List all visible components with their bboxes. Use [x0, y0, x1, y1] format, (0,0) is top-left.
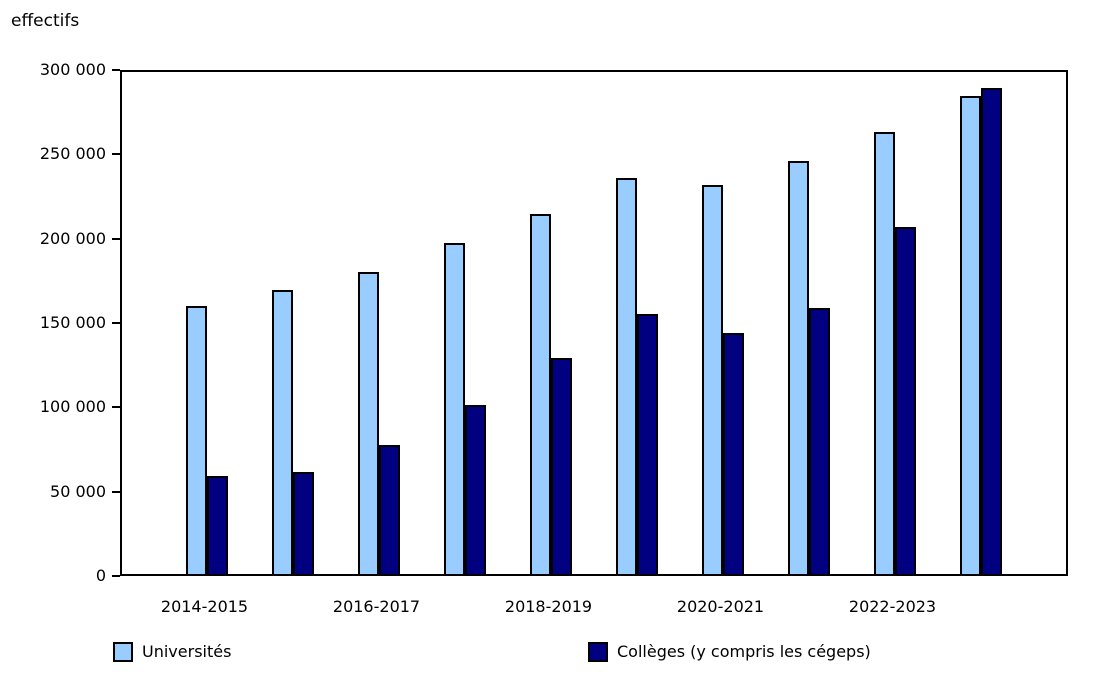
bar-universites-2014-2015	[185, 306, 207, 574]
bar-colleges-y-compris-les-cegeps-2020-2021	[722, 333, 744, 574]
bar-universites-2015-2016	[271, 290, 293, 574]
bar-universites-2017-2018	[443, 243, 465, 574]
bar-colleges-y-compris-les-cegeps-2022-2023	[894, 227, 916, 574]
bar-colleges-y-compris-les-cegeps-2015-2016	[292, 472, 314, 574]
bar-universites-2020-2021	[701, 185, 723, 574]
bar-colleges-y-compris-les-cegeps-2023-2024	[980, 88, 1002, 574]
y-axis-tick-label: 250 000	[39, 144, 106, 164]
x-axis-label-2016-2017: 2016-2017	[332, 597, 421, 616]
plot-area	[120, 70, 1068, 576]
bar-colleges-y-compris-les-cegeps-2017-2018	[464, 405, 486, 574]
y-axis-tick	[112, 69, 120, 71]
x-axis-label-2018-2019: 2018-2019	[504, 597, 593, 616]
y-axis-tick-label: 0	[95, 566, 106, 585]
bar-universites-2023-2024	[959, 96, 981, 574]
y-axis-tick-label: 300 000	[39, 60, 106, 79]
bar-colleges-y-compris-les-cegeps-2019-2020	[636, 314, 658, 574]
bar-colleges-y-compris-les-cegeps-2016-2017	[378, 445, 400, 574]
y-axis-title: effectifs	[11, 11, 80, 31]
y-axis-tick	[112, 237, 120, 240]
legend-label-colleges: Collèges (y compris les cégeps)	[617, 642, 871, 661]
y-axis-tick-label: 200 000	[39, 228, 106, 248]
y-axis-tick-label: 150 000	[39, 313, 106, 332]
legend-item-universites: Universités	[113, 641, 231, 663]
x-axis-label-2022-2023: 2022-2023	[848, 597, 937, 616]
legend-swatch-colleges	[588, 642, 608, 662]
bar-universites-2022-2023	[873, 132, 895, 574]
bar-colleges-y-compris-les-cegeps-2018-2019	[550, 358, 572, 574]
bar-universites-2016-2017	[357, 272, 379, 574]
y-axis-tick	[112, 322, 120, 324]
legend-item-colleges: Collèges (y compris les cégeps)	[588, 641, 871, 663]
y-axis-tick-label: 100 000	[39, 397, 106, 417]
legend-swatch-universites	[113, 642, 133, 662]
bar-colleges-y-compris-les-cegeps-2021-2022	[808, 308, 830, 574]
y-axis-tick	[112, 490, 120, 493]
bar-universites-2019-2020	[615, 178, 637, 574]
legend-label-universites: Universités	[142, 642, 232, 661]
x-axis-label-2014-2015: 2014-2015	[160, 597, 249, 616]
bar-universites-2021-2022	[787, 161, 809, 574]
y-axis-tick-label: 50 000	[50, 481, 106, 501]
bar-colleges-y-compris-les-cegeps-2014-2015	[206, 476, 228, 574]
y-axis-tick	[112, 153, 120, 156]
y-axis-tick	[112, 575, 120, 577]
x-axis-label-2020-2021: 2020-2021	[676, 597, 765, 616]
legend: Universités Collèges (y compris les cége…	[0, 641, 1107, 667]
bar-universites-2018-2019	[529, 214, 551, 574]
y-axis-tick	[112, 406, 120, 409]
